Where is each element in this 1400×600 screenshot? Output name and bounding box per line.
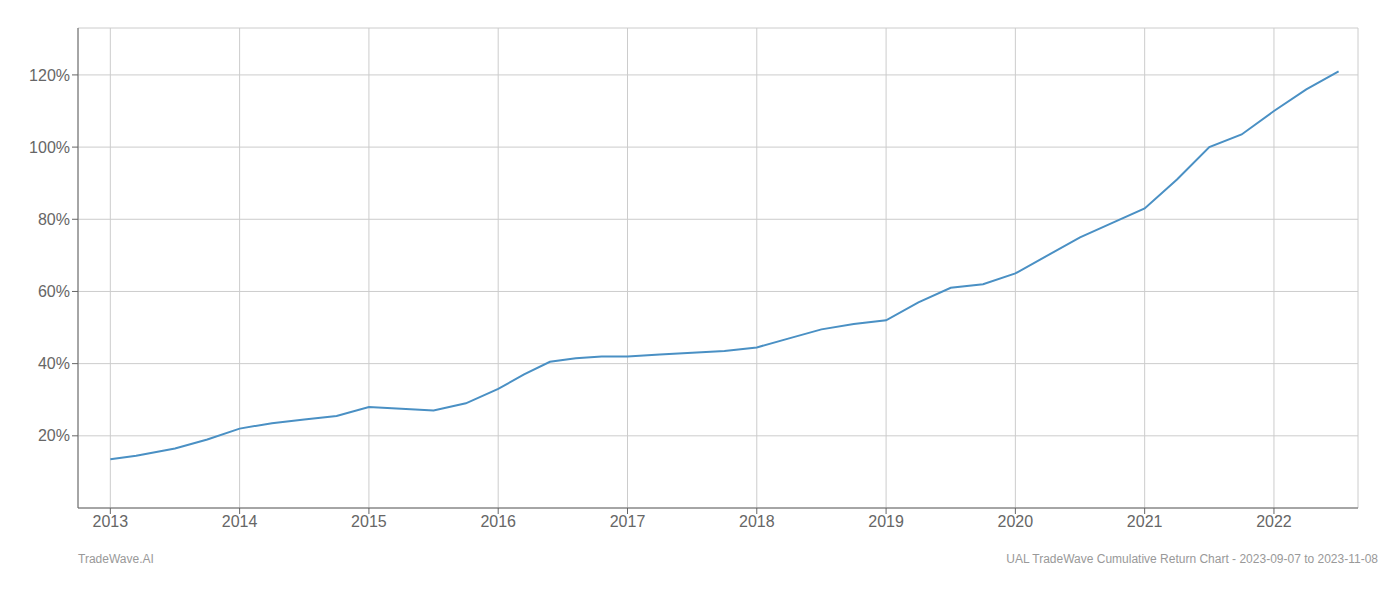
svg-text:100%: 100% [29,139,70,156]
html-text:UAL TradeWave Cumulative Retur: UAL TradeWave Cumulative Return Chart - … [1006,552,1378,566]
svg-text:40%: 40% [38,355,70,372]
svg-text:2016: 2016 [480,513,516,530]
svg-text:120%: 120% [29,67,70,84]
svg-text:2019: 2019 [868,513,904,530]
svg-text:2015: 2015 [351,513,387,530]
svg-text:80%: 80% [38,211,70,228]
svg-text:2020: 2020 [998,513,1034,530]
svg-text:2013: 2013 [93,513,129,530]
svg-text:2014: 2014 [222,513,258,530]
html-text:TradeWave.AI: TradeWave.AI [78,552,154,566]
svg-text:20%: 20% [38,427,70,444]
svg-text:60%: 60% [38,283,70,300]
svg-text:2017: 2017 [610,513,646,530]
svg-text:2018: 2018 [739,513,775,530]
svg-text:2021: 2021 [1127,513,1163,530]
svg-text:2022: 2022 [1256,513,1292,530]
